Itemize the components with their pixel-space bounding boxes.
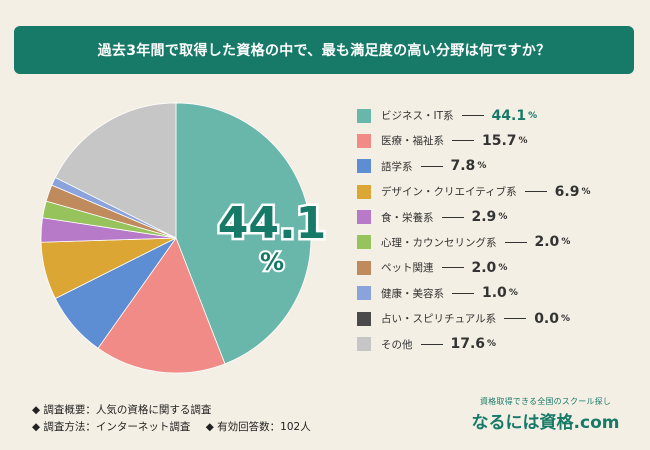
legend-value: 17.6 (450, 336, 486, 353)
legend-value: 15.7 (482, 132, 517, 149)
legend: ビジネス・IT系 44.1% 医療・福祉系 15.7% 語学系 7.8% デザイン・クリエイ… (357, 108, 647, 362)
brand-tagline: 資格取得できる全国のスクール探し (479, 397, 612, 406)
legend-label: 心理・カウンセリング系 (381, 236, 497, 249)
legend-dash (441, 267, 464, 269)
legend-unit: % (581, 186, 591, 197)
legend-item: 医療・福祉系 15.7% (357, 132, 647, 149)
legend-label: その他 (381, 338, 413, 351)
highlight-unit: % (260, 248, 284, 276)
legend-swatch (357, 235, 371, 250)
legend-dash (524, 191, 547, 193)
pie-chart: 44.1% (40, 102, 329, 374)
legend-unit: % (477, 161, 487, 172)
brand-logo: なるには資格.com (471, 413, 620, 433)
legend-unit: % (528, 110, 538, 121)
legend-label: 医療・福祉系 (381, 135, 444, 148)
legend-swatch (357, 311, 371, 326)
legend-item: 健康・美容系 1.0% (357, 285, 647, 302)
pie-slice-0 (175, 102, 312, 365)
legend-item: 心理・カウンセリング系 2.0% (357, 234, 647, 251)
legend-dash (420, 343, 443, 345)
legend-label: 食・栄養系 (381, 211, 434, 224)
legend-label: 占い・スピリチュアル系 (381, 313, 497, 326)
legend-item: ペット関連 2.0% (357, 259, 647, 276)
legend-value: 44.1 (491, 107, 527, 124)
legend-unit: % (561, 237, 571, 248)
legend-value: 2.0 (534, 234, 560, 251)
legend-dash (461, 115, 484, 116)
legend-dash (420, 165, 443, 167)
legend-unit: % (508, 288, 518, 299)
legend-swatch (357, 108, 371, 123)
survey-overview: ◆ 調査概要：人気の資格に関する調査 (32, 404, 212, 416)
legend-dash (452, 140, 474, 142)
survey-method: ◆ 調査方法：インターネット調査 (32, 421, 191, 433)
legend-value: 1.0 (482, 285, 507, 302)
legend-unit: % (498, 212, 508, 223)
highlight-value: 44.1 (218, 198, 327, 249)
legend-value: 6.9 (554, 183, 580, 200)
legend-label: ペット関連 (381, 262, 434, 275)
legend-label: デザイン・クリエイティブ系 (381, 186, 517, 199)
legend-swatch (357, 286, 371, 301)
legend-label: 語学系 (381, 160, 413, 173)
legend-item: ビジネス・IT系 44.1% (357, 107, 647, 124)
legend-dash (504, 318, 527, 320)
legend-swatch (357, 337, 371, 352)
legend-label: 健康・美容系 (381, 287, 444, 300)
legend-label: ビジネス・IT系 (381, 110, 454, 122)
legend-dash (441, 216, 464, 218)
pie-slice-9 (54, 102, 177, 239)
legend-unit: % (561, 313, 571, 324)
valid-responses: ◆ 有効回答数：102人 (205, 421, 311, 433)
legend-dash (452, 292, 474, 294)
legend-value: 7.8 (450, 158, 476, 175)
chart-title: 過去3年間で取得した資格の中で、最も満足度の高い分野は何ですか？ (14, 26, 634, 74)
legend-value: 2.9 (471, 209, 497, 226)
legend-item: デザイン・クリエイティブ系 6.9% (357, 183, 647, 200)
legend-item: 語学系 7.8% (357, 158, 647, 175)
legend-unit: % (498, 262, 508, 273)
survey-notes: ◆ 調査概要：人気の資格に関する調査 ◆ 調査方法：インターネット調査 ◆ 有効… (32, 402, 313, 436)
legend-swatch (357, 159, 371, 174)
legend-item: その他 17.6% (357, 336, 647, 353)
brand: 資格取得できる全国のスクール探し なるには資格.com (458, 396, 633, 433)
legend-swatch (357, 184, 371, 199)
legend-dash (504, 241, 527, 243)
legend-value: 0.0 (534, 310, 559, 327)
legend-item: 食・栄養系 2.9% (357, 209, 647, 226)
legend-swatch (357, 260, 371, 275)
legend-unit: % (487, 339, 497, 350)
legend-value: 2.0 (471, 259, 497, 276)
legend-swatch (357, 133, 371, 148)
legend-unit: % (518, 135, 528, 146)
pie-slice-1 (97, 237, 226, 374)
legend-swatch (357, 210, 371, 225)
legend-item: 占い・スピリチュアル系 0.0% (357, 310, 647, 327)
